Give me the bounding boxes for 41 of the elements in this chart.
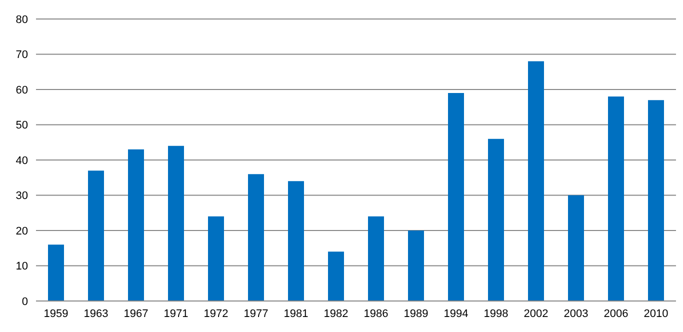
bar <box>568 195 584 301</box>
x-tick-label: 1971 <box>164 308 188 320</box>
x-tick-label: 1972 <box>204 308 228 320</box>
bar <box>408 230 424 301</box>
x-tick-label: 1967 <box>124 308 148 320</box>
x-tick-label: 2003 <box>564 308 588 320</box>
y-tick-label: 50 <box>16 120 28 132</box>
x-tick-label: 1989 <box>404 308 428 320</box>
bar <box>288 181 304 301</box>
y-tick-label: 20 <box>16 225 28 238</box>
bar <box>528 61 544 301</box>
y-tick-label: 10 <box>16 260 28 273</box>
y-tick-label: 40 <box>16 154 28 167</box>
x-tick-label: 1981 <box>284 308 308 320</box>
x-tick-label: 2010 <box>644 308 668 320</box>
x-tick-label: 1998 <box>484 308 508 320</box>
bar <box>368 216 384 301</box>
x-tick-label: 2002 <box>524 308 548 320</box>
bar <box>248 174 264 301</box>
bar <box>208 216 224 301</box>
bar <box>328 252 344 301</box>
x-tick-label: 1959 <box>44 308 68 320</box>
bar <box>168 146 184 301</box>
x-tick-label: 1977 <box>244 308 268 320</box>
bar <box>448 93 464 301</box>
y-tick-label: 80 <box>16 14 28 26</box>
bar <box>88 170 104 301</box>
y-tick-label: 30 <box>16 190 28 202</box>
x-tick-label: 1986 <box>364 308 388 320</box>
x-tick-label: 1982 <box>324 308 348 320</box>
bar <box>48 244 64 301</box>
bar <box>128 149 144 301</box>
x-tick-label: 1994 <box>444 308 468 320</box>
bar <box>488 138 504 301</box>
y-tick-label: 60 <box>16 84 28 96</box>
y-tick-label: 70 <box>16 49 28 62</box>
y-tick-label: 0 <box>22 296 28 308</box>
bar <box>608 96 624 301</box>
x-tick-label: 1963 <box>84 308 108 320</box>
x-tick-label: 2006 <box>604 308 628 320</box>
bar <box>648 100 664 301</box>
